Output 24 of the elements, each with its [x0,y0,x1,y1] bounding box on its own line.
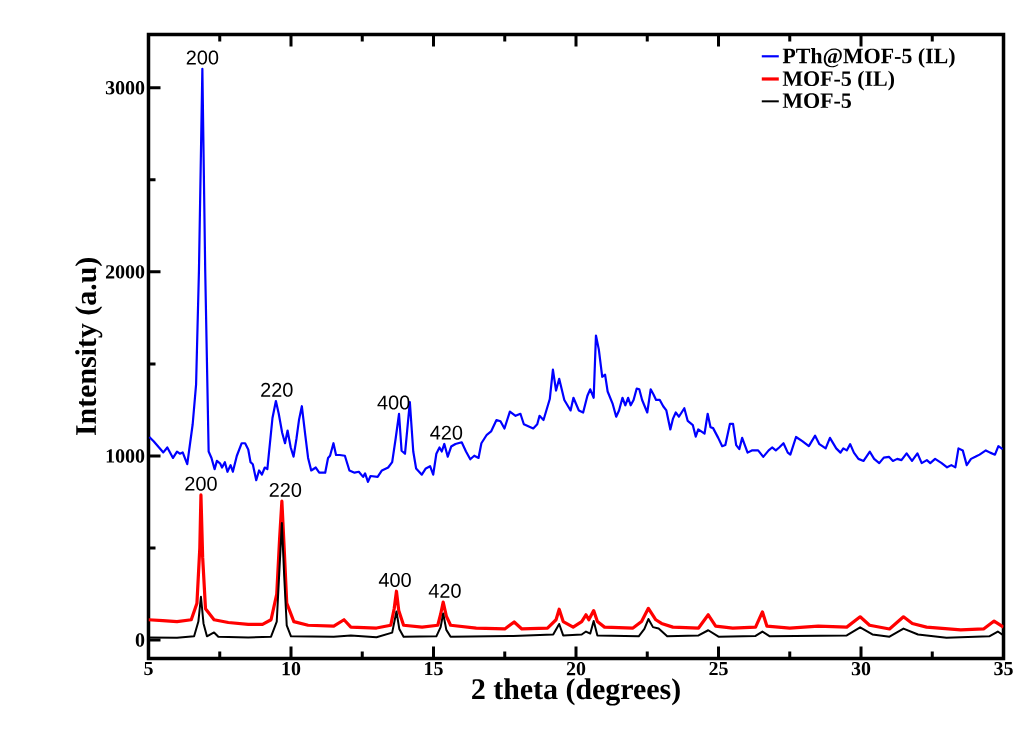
y-tick-label: 2000 [105,265,145,279]
annotation: 220 [261,382,293,397]
annotation: 420 [430,425,463,440]
annotation: 200 [186,50,219,65]
x-tick-label: 25 [709,661,728,676]
y-tick-label: 0 [135,633,145,647]
y-tick-label: 1000 [106,449,145,463]
annotation: 220 [269,482,302,497]
annotation: 400 [378,572,411,588]
legend-label: PTh@MOF-5 (IL) [782,47,955,68]
x-tick-label: 10 [282,661,301,676]
legend-label: MOF-5 [782,93,851,109]
annotation: 200 [185,476,217,491]
x-tick-label: 30 [851,661,871,676]
x-tick-label: 5 [144,661,153,676]
x-tick-label: 35 [994,661,1013,676]
y-axis-title: Intensity (a.u) [75,258,103,436]
y-tick-label: 3000 [105,81,145,95]
annotation: 400 [377,395,410,410]
legend-label: MOF-5 (IL) [782,70,895,91]
x-axis-title: 2 theta (degrees) [472,678,680,706]
x-tick-label: 20 [566,661,586,676]
annotation: 420 [428,583,461,598]
x-tick-label: 15 [425,661,443,676]
